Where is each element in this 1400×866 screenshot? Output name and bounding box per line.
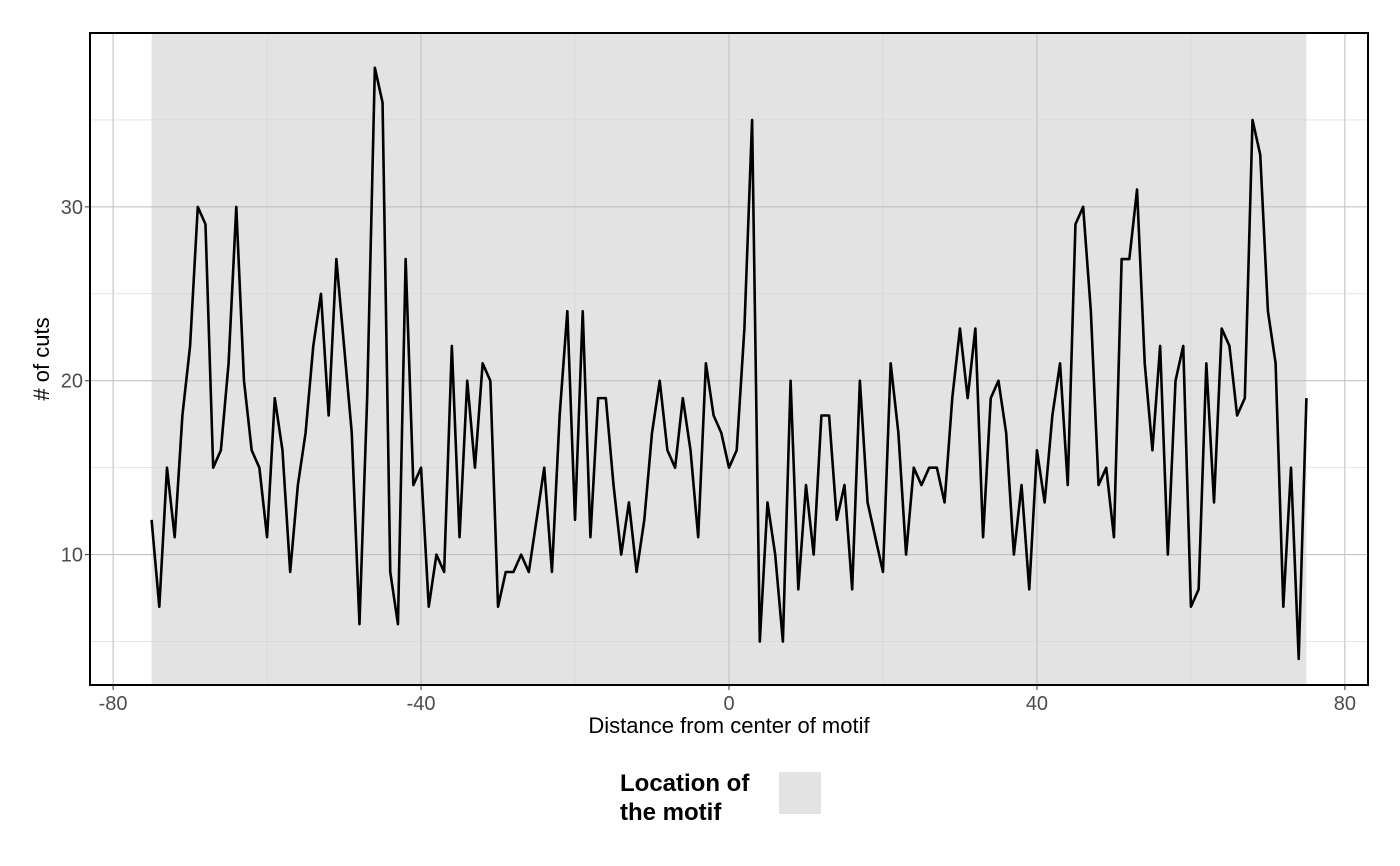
series-line-1 bbox=[150, 66, 1308, 661]
x-tick-label: -40 bbox=[407, 693, 436, 715]
legend: Location of the motif bbox=[620, 770, 821, 826]
y-axis-title: # of cuts bbox=[29, 317, 54, 400]
y-tick-label: 20 bbox=[61, 371, 83, 393]
y-axis-ticks: 10 20 30 bbox=[61, 197, 90, 567]
legend-title-line-1: Location of bbox=[620, 770, 750, 797]
x-tick-label: 80 bbox=[1334, 693, 1356, 715]
x-tick-label: 40 bbox=[1026, 693, 1048, 715]
series-layer bbox=[150, 66, 1308, 661]
y-tick-label: 10 bbox=[61, 545, 83, 567]
gridlines bbox=[90, 32, 1368, 685]
legend-title-line-2: the motif bbox=[620, 799, 722, 826]
x-tick-label: 0 bbox=[723, 693, 734, 715]
x-tick-label: -80 bbox=[99, 693, 128, 715]
y-tick-label: 30 bbox=[61, 197, 83, 219]
x-axis-ticks: -80 -40 0 40 80 bbox=[99, 685, 1356, 715]
x-axis-title: Distance from center of motif bbox=[588, 713, 870, 738]
legend-key-motif bbox=[779, 772, 821, 814]
